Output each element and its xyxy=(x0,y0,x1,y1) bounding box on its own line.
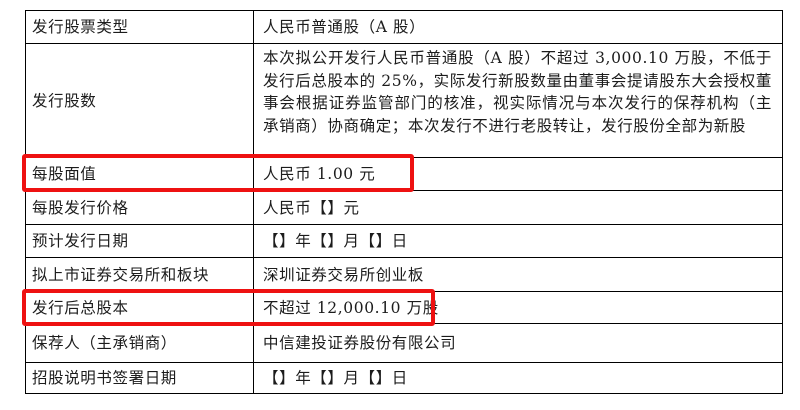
row-label: 招股说明书签署日期 xyxy=(26,363,254,393)
row-value: 【】年【】月【】日 xyxy=(263,369,408,387)
row-value: 人民币 1.00 元 xyxy=(263,165,376,183)
row-value: 本次拟公开发行人民币普通股（A 股）不超过 3,000.10 万股，不低于发行后… xyxy=(263,49,772,135)
row-share-count: 发行股数 本次拟公开发行人民币普通股（A 股）不超过 3,000.10 万股，不… xyxy=(26,43,782,157)
issuance-summary-table: 发行股票类型 人民币普通股（A 股） 发行股数 本次拟公开发行人民币普通股（A … xyxy=(25,10,783,394)
row-label: 预计发行日期 xyxy=(26,225,254,257)
row-stock-type: 发行股票类型 人民币普通股（A 股） xyxy=(26,11,782,43)
row-prospectus-date: 招股说明书签署日期 【】年【】月【】日 xyxy=(26,362,782,393)
row-sponsor: 保荐人（主承销商） 中信建投证券股份有限公司 xyxy=(26,323,782,362)
row-label: 发行股票类型 xyxy=(26,11,254,43)
row-value: 【】年【】月【】日 xyxy=(263,232,408,250)
row-par-value: 每股面值 人民币 1.00 元 xyxy=(26,157,782,190)
row-label: 保荐人（主承销商） xyxy=(26,324,254,362)
row-value: 深圳证券交易所创业板 xyxy=(263,265,425,284)
row-value: 人民币【】元 xyxy=(263,198,360,217)
row-value: 不超过 12,000.10 万股 xyxy=(263,298,439,317)
row-label: 发行股数 xyxy=(26,44,254,157)
row-value: 人民币普通股（A 股） xyxy=(263,18,426,36)
row-issue-date: 预计发行日期 【】年【】月【】日 xyxy=(26,224,782,257)
row-value: 中信建投证券股份有限公司 xyxy=(263,334,457,352)
row-exchange-board: 拟上市证券交易所和板块 深圳证券交易所创业板 xyxy=(26,257,782,291)
row-label: 拟上市证券交易所和板块 xyxy=(26,258,254,291)
row-label: 每股面值 xyxy=(26,158,254,190)
row-label: 发行后总股本 xyxy=(26,292,254,323)
row-post-issue-capital: 发行后总股本 不超过 12,000.10 万股 xyxy=(26,291,782,323)
row-issue-price: 每股发行价格 人民币【】元 xyxy=(26,190,782,224)
row-label: 每股发行价格 xyxy=(26,191,254,224)
